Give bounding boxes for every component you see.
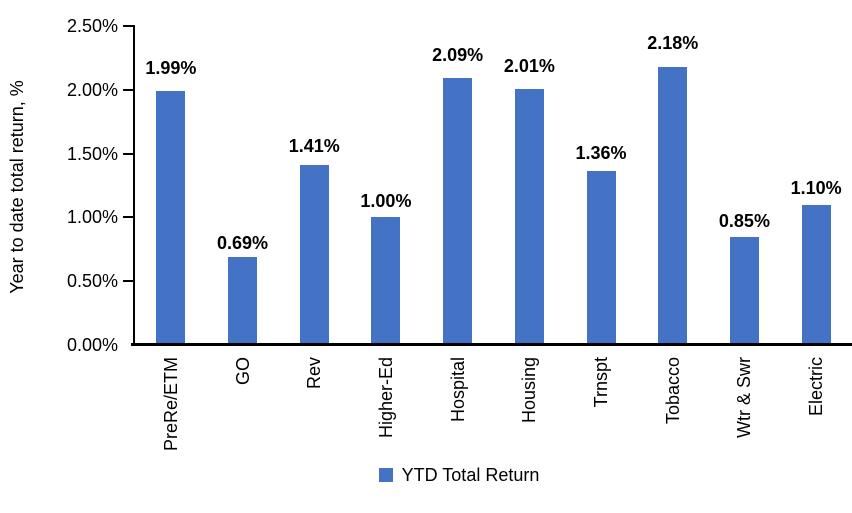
bar-value-label: 0.85% — [718, 211, 770, 232]
bar-value-label: 2.18% — [647, 32, 699, 53]
x-axis-line — [131, 343, 852, 346]
y-tick-label: 1.00% — [66, 207, 118, 228]
bar-go — [228, 256, 258, 345]
bar-rev — [299, 165, 329, 345]
y-tick-label: 1.50% — [66, 143, 118, 164]
y-tick-mark — [123, 280, 134, 283]
y-tick-mark — [123, 25, 134, 27]
bar-trnspt — [586, 171, 616, 345]
bar-higher-ed — [371, 217, 401, 345]
bar-value-label: 1.00% — [360, 191, 412, 212]
bar-housing — [514, 88, 544, 345]
category-label-text: Higher-Ed — [375, 357, 396, 439]
y-tick-mark — [123, 88, 134, 91]
legend: YTD Total Return — [66, 464, 852, 486]
category-label-text: Wtr & Swr — [734, 357, 755, 438]
bar-hospital — [443, 78, 473, 345]
y-axis-line — [133, 25, 135, 345]
bar-electric — [801, 204, 831, 345]
category-label-text: Trnspt — [591, 357, 612, 408]
bar-value-label: 1.10% — [790, 177, 842, 198]
category-label-text: GO — [232, 357, 253, 386]
category-label-text: Housing — [519, 357, 540, 424]
bar-prere-etm — [156, 91, 186, 345]
legend-color-swatch — [378, 468, 393, 482]
y-tick-mark — [123, 216, 134, 219]
bar-value-label: 2.09% — [432, 44, 484, 65]
y-tick-label: 2.50% — [66, 16, 118, 36]
y-tick-label: 2.00% — [66, 79, 118, 100]
category-label-text: Tobacco — [662, 357, 683, 425]
bar-wtr-swr — [729, 236, 759, 345]
category-label-text: Hospital — [447, 357, 468, 423]
y-axis-title: Year to date total return, % — [7, 80, 27, 294]
category-label-text: PreRe/ETM — [160, 357, 181, 452]
bar-tobacco — [658, 66, 688, 345]
bar-value-label: 1.36% — [575, 142, 627, 163]
category-label-text: Rev — [304, 357, 325, 390]
bar-value-label: 2.01% — [503, 55, 555, 76]
category-label-text: Electric — [806, 357, 827, 417]
y-tick-label: 0.00% — [66, 335, 118, 355]
y-tick-mark — [123, 152, 134, 155]
bar-value-label: 0.69% — [217, 232, 269, 253]
legend-label: YTD Total Return — [401, 465, 540, 485]
bar-value-label: 1.41% — [288, 136, 340, 157]
y-tick-label: 0.50% — [66, 271, 118, 292]
bar-value-label: 1.99% — [145, 58, 197, 79]
